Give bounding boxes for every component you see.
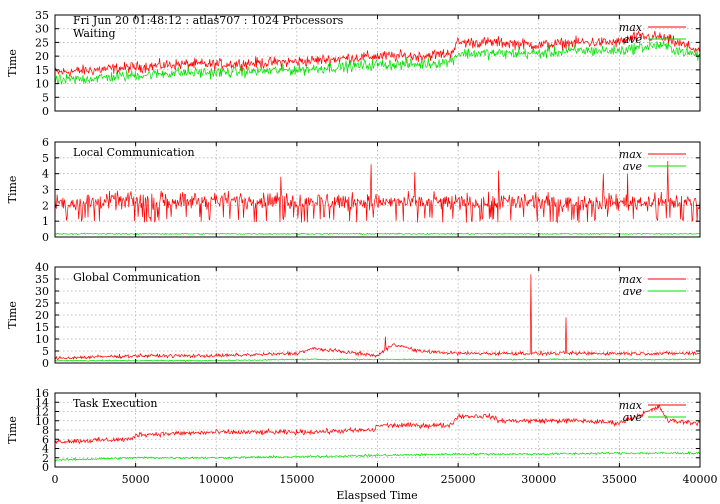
y-axis-title: Time (6, 49, 19, 77)
x-tick-label: 15000 (279, 473, 314, 486)
x-tick-label: 35000 (602, 473, 637, 486)
y-tick-label: 12 (35, 406, 49, 419)
y-tick-label: 3 (42, 184, 49, 197)
y-tick-label: 6 (42, 136, 49, 149)
y-tick-label: 15 (35, 64, 49, 77)
y-tick-label: 10 (35, 78, 49, 91)
legend-label-ave: ave (623, 33, 643, 46)
series-line-max (54, 404, 701, 445)
y-tick-label: 10 (35, 415, 49, 428)
y-tick-label: 1 (42, 215, 49, 228)
x-tick-label: 0 (52, 473, 59, 486)
y-tick-label: 20 (35, 50, 49, 63)
x-tick-label: 25000 (441, 473, 476, 486)
panel-title: Task Execution (73, 397, 157, 410)
x-tick-label: 5000 (122, 473, 150, 486)
y-tick-label: 35 (35, 9, 49, 22)
y-tick-label: 4 (42, 443, 49, 456)
x-axis-title: Elaspsed Time (336, 489, 417, 502)
series-line-max (54, 274, 701, 361)
x-tick-label: 30000 (521, 473, 556, 486)
panel-title: Local Communication (73, 146, 195, 159)
legend-label-ave: ave (623, 285, 643, 298)
y-tick-label: 4 (42, 168, 49, 181)
y-tick-label: 5 (42, 91, 49, 104)
legend-label-ave: ave (623, 160, 643, 173)
y-tick-label: 10 (35, 333, 49, 346)
y-tick-label: 25 (35, 36, 49, 49)
legend-label-ave: ave (623, 411, 643, 424)
y-tick-label: 8 (42, 424, 49, 437)
y-tick-label: 25 (35, 297, 49, 310)
panel-title: Global Communication (73, 271, 201, 284)
y-tick-label: 30 (35, 285, 49, 298)
y-tick-label: 5 (42, 152, 49, 165)
y-tick-label: 0 (42, 357, 49, 370)
panel-title: Waiting (73, 27, 116, 40)
y-axis-title: Time (6, 416, 19, 444)
y-tick-label: 2 (42, 199, 49, 212)
y-tick-label: 35 (35, 273, 49, 286)
series-line-ave (54, 450, 701, 462)
x-tick-label: 40000 (683, 473, 718, 486)
figure-header: Fri Jun 20 01:48:12 : atlas707 : 1024 Pr… (73, 14, 344, 27)
y-tick-label: 2 (42, 452, 49, 465)
y-tick-label: 15 (35, 321, 49, 334)
y-tick-label: 5 (42, 345, 49, 358)
y-axis-title: Time (6, 301, 19, 329)
y-tick-label: 0 (42, 105, 49, 118)
series-line-ave (54, 40, 701, 86)
legend-label-max: max (619, 273, 643, 286)
series-line-max (54, 160, 701, 224)
legend-label-max: max (619, 21, 643, 34)
x-tick-label: 10000 (199, 473, 234, 486)
y-tick-label: 40 (35, 261, 49, 274)
legend-label-max: max (619, 399, 643, 412)
y-tick-label: 14 (35, 396, 49, 409)
y-tick-label: 20 (35, 309, 49, 322)
y-tick-label: 6 (42, 433, 49, 446)
legend-label-max: max (619, 148, 643, 161)
series-line-max (54, 30, 701, 77)
y-axis-title: Time (6, 176, 19, 204)
y-tick-label: 0 (42, 231, 49, 244)
y-tick-label: 30 (35, 23, 49, 36)
y-tick-label: 16 (35, 387, 49, 400)
x-tick-label: 20000 (360, 473, 395, 486)
y-tick-label: 0 (42, 461, 49, 474)
